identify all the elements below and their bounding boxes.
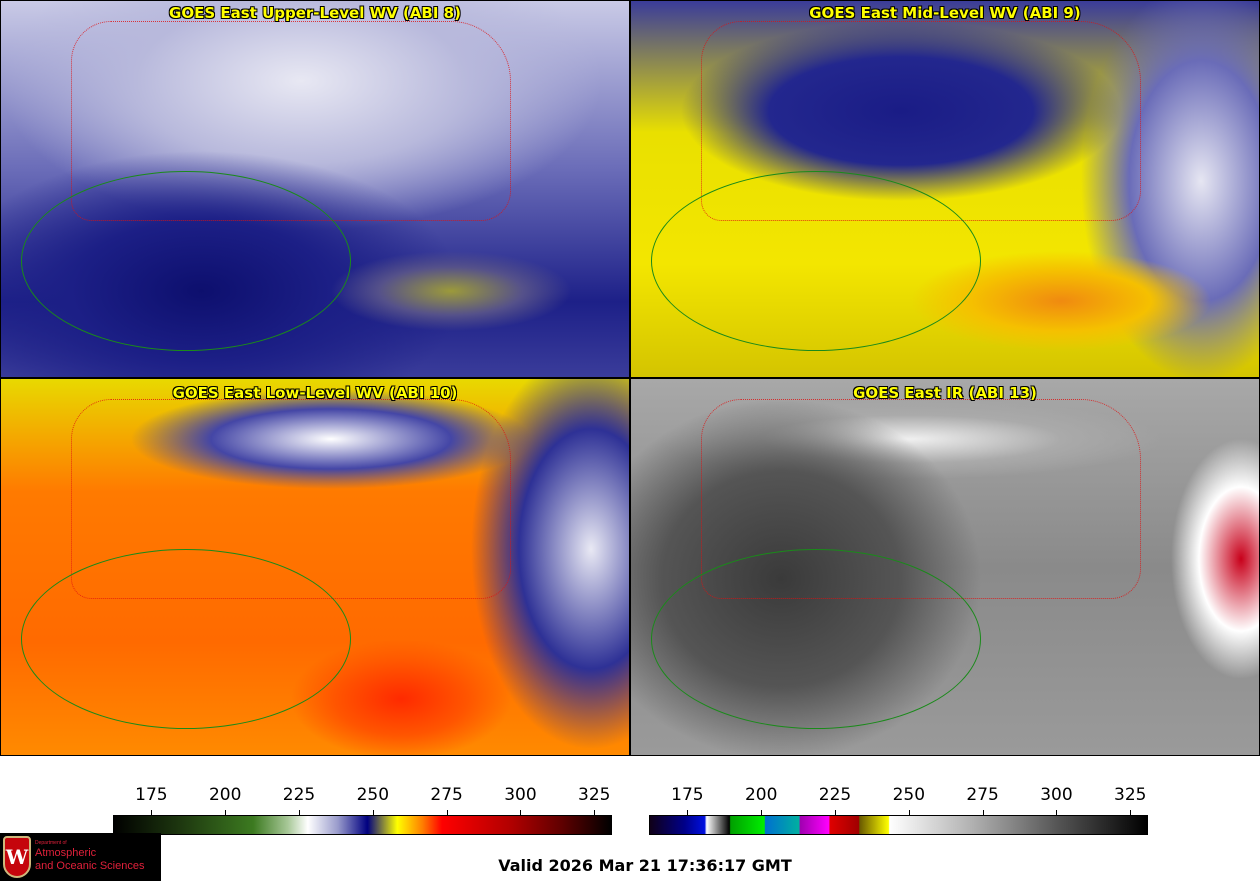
colorbar-tick-mark [225,810,227,815]
colorbar-tick-label: 300 [1040,785,1073,805]
colorbar-tick-label: 325 [578,785,611,805]
colorbar-tick-mark [594,810,596,815]
colorbar-tick-label: 225 [282,785,316,805]
panel-title: GOES East Low-Level WV (ABI 10) [172,384,458,402]
colorbar-tick-label: 225 [818,785,852,805]
colorbar-tick-label: 250 [356,785,390,805]
colorbar-tick-mark [520,810,522,815]
colorbar-tick-mark [299,810,301,815]
colorbar-tick-mark [687,810,689,815]
colorbar-tick-mark [1130,810,1132,815]
colorbar-tick-mark [835,810,837,815]
colorbar-tick-mark [446,810,448,815]
coastline [21,549,351,729]
colorbar-tick-label: 200 [208,785,242,805]
colorbar-tick-label: 300 [504,785,537,805]
panel-low-level-wv: GOES East Low-Level WV (ABI 10) [0,378,630,756]
colorbar-tick-label: 250 [892,785,926,805]
panel-title: GOES East IR (ABI 13) [853,384,1037,402]
colorbar-tick-label: 275 [430,785,463,805]
uw-crest-icon: W [3,836,31,878]
valid-time: Valid 2026 Mar 21 17:36:17 GMT [498,856,792,875]
coastline [651,171,981,351]
aos-logo: W Department of Atmospheric and Oceanic … [0,833,161,881]
colorbar-water-vapor [113,815,612,835]
colorbar-tick-label: 275 [966,785,999,805]
colorbar-tick-mark [761,810,763,815]
coastline [651,549,981,729]
logo-line3: and Oceanic Sciences [35,860,145,872]
panel-title: GOES East Upper-Level WV (ABI 8) [169,4,461,22]
colorbar-tick-mark [908,810,910,815]
colorbar-tick-label: 325 [1114,785,1147,805]
colorbar-tick-label: 175 [671,785,704,805]
coastline [21,171,351,351]
colorbar-tick-label: 175 [135,785,168,805]
colorbar-tick-label: 200 [744,785,778,805]
colorbar-infrared [649,815,1148,835]
colorbar-tick-mark [982,810,984,815]
logo-line2: Atmospheric [35,847,97,859]
colorbar-tick-mark [151,810,153,815]
colorbar-tick-mark [372,810,374,815]
panel-upper-level-wv: GOES East Upper-Level WV (ABI 8) [0,0,630,378]
panel-mid-level-wv: GOES East Mid-Level WV (ABI 9) [630,0,1260,378]
colorbar-tick-mark [1056,810,1058,815]
panel-ir: GOES East IR (ABI 13) [630,378,1260,756]
logo-line1: Department of [35,840,67,846]
panel-title: GOES East Mid-Level WV (ABI 9) [809,4,1081,22]
